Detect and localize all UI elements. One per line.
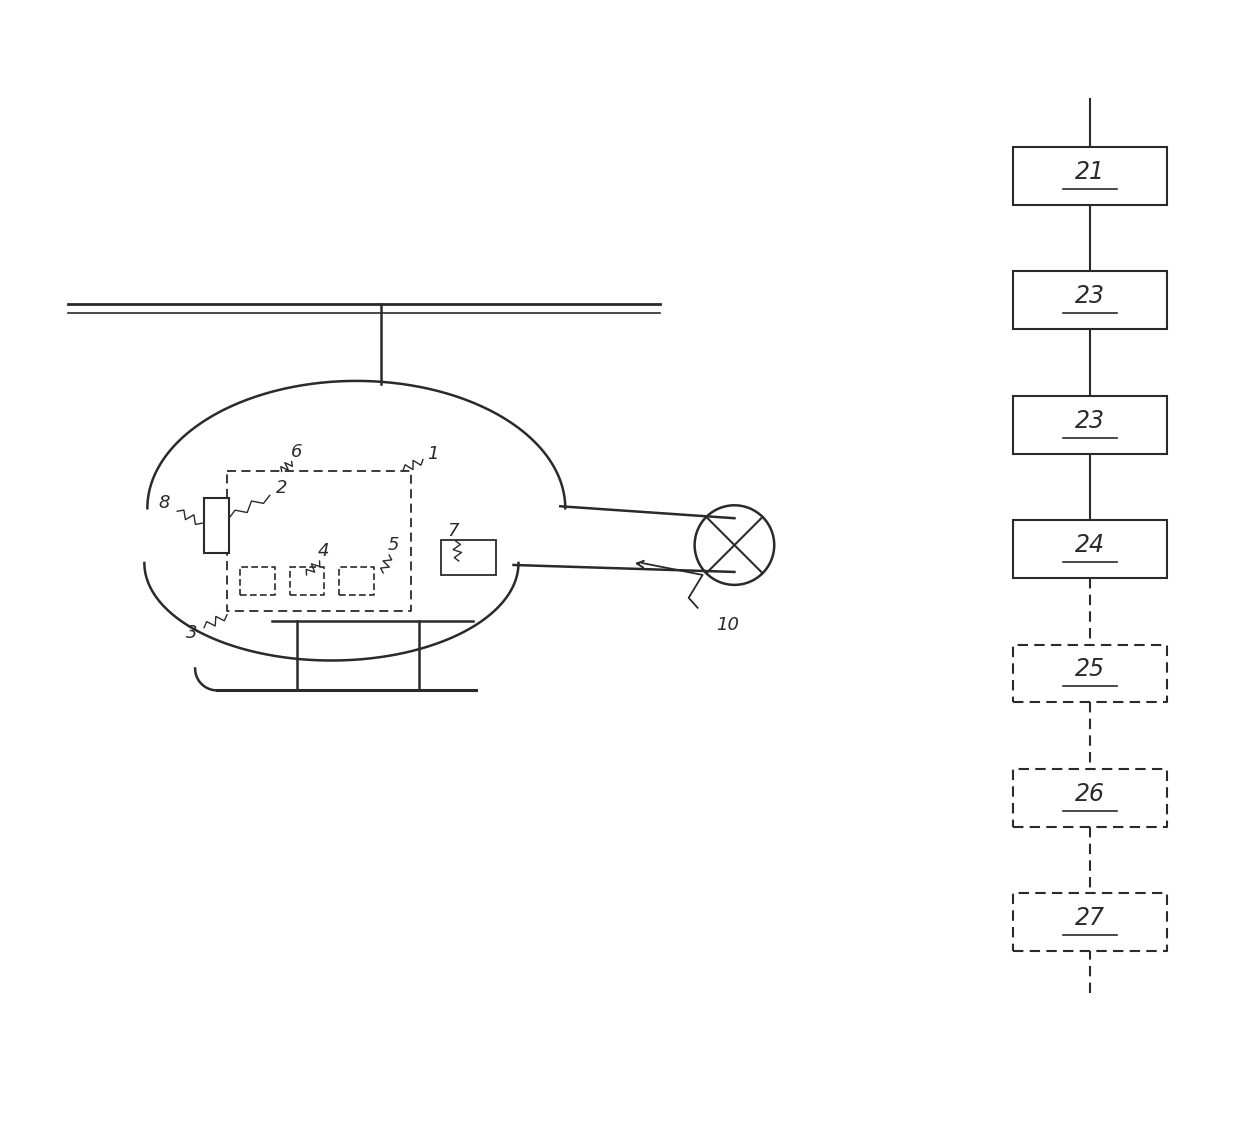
Text: 1: 1 xyxy=(428,445,439,463)
Bar xyxy=(1013,395,1167,454)
Bar xyxy=(205,499,229,553)
Bar xyxy=(441,540,496,575)
Text: 23: 23 xyxy=(1075,409,1105,432)
Text: 2: 2 xyxy=(277,480,288,497)
Text: 6: 6 xyxy=(291,442,303,460)
Text: 26: 26 xyxy=(1075,782,1105,806)
Text: 25: 25 xyxy=(1075,657,1105,682)
Bar xyxy=(1013,520,1167,578)
Bar xyxy=(1013,147,1167,204)
Text: 10: 10 xyxy=(715,615,739,633)
Text: 24: 24 xyxy=(1075,533,1105,557)
Text: 7: 7 xyxy=(448,522,459,540)
Text: 5: 5 xyxy=(387,536,399,554)
Text: 8: 8 xyxy=(159,494,170,512)
Text: 23: 23 xyxy=(1075,284,1105,309)
Text: 21: 21 xyxy=(1075,159,1105,184)
Text: 4: 4 xyxy=(317,542,330,560)
Text: 27: 27 xyxy=(1075,906,1105,930)
Text: 3: 3 xyxy=(186,623,198,641)
Bar xyxy=(1013,272,1167,329)
